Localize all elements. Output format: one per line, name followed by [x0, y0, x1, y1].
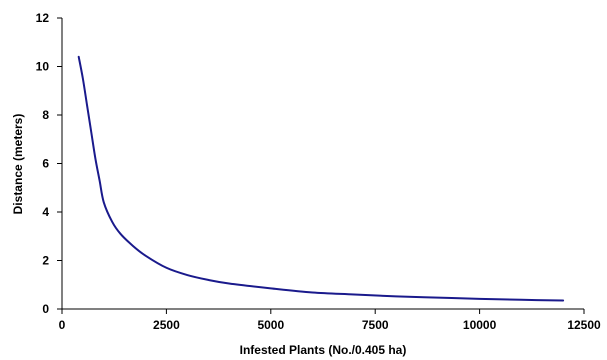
x-tick-label: 12500	[567, 318, 601, 332]
y-axis-title: Distance (meters)	[11, 114, 25, 215]
y-tick-label: 6	[42, 157, 49, 171]
x-axis-title: Infested Plants (No./0.405 ha)	[240, 343, 407, 357]
y-tick-label: 2	[42, 254, 49, 268]
series-line	[77, 55, 565, 302]
chart-axes	[61, 18, 584, 310]
x-tick-label: 7500	[362, 318, 389, 332]
y-ticks: 0 2 4 6 8 10 12	[36, 11, 62, 316]
x-tick-label: 10000	[463, 318, 497, 332]
y-tick-label: 4	[42, 205, 49, 219]
y-tick-label: 8	[42, 108, 49, 122]
x-tick-label: 5000	[257, 318, 284, 332]
y-tick-label: 12	[36, 11, 50, 25]
x-ticks: 0 2500 5000 7500 10000 12500	[59, 309, 601, 332]
x-tick-label: 0	[59, 318, 66, 332]
series-group	[77, 55, 565, 302]
x-tick-label: 2500	[153, 318, 180, 332]
y-tick-label: 0	[42, 302, 49, 316]
y-tick-label: 10	[36, 60, 50, 74]
